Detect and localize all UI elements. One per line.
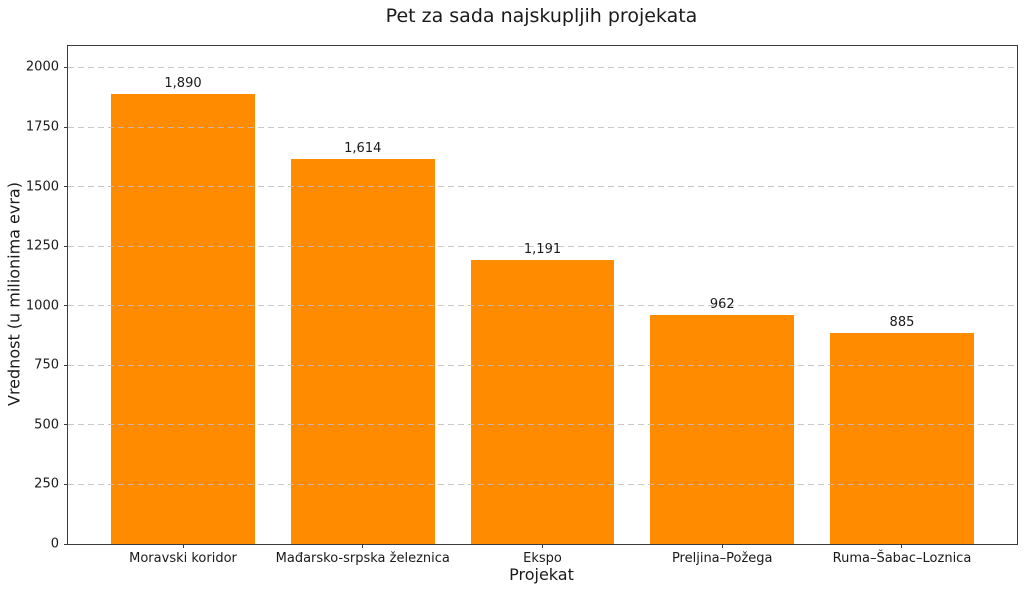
x-tick-mark [901, 544, 903, 548]
y-tick-mark [64, 126, 68, 128]
y-tick-label: 250 [34, 476, 59, 492]
y-tick-mark [64, 483, 68, 485]
y-tick-mark [64, 66, 68, 68]
bars-layer [68, 46, 1017, 544]
y-tick-label: 0 [50, 536, 59, 552]
bar [111, 93, 255, 544]
x-tick-mark [542, 544, 543, 548]
y-tick-mark [64, 424, 68, 426]
x-tick-mark [182, 544, 184, 548]
y-tick-mark [64, 364, 68, 366]
bar-value-label: 1,191 [523, 242, 562, 258]
x-tick-label: Ekspo [523, 551, 562, 566]
y-tick-label: 1250 [25, 238, 59, 254]
y-tick-label: 750 [34, 357, 59, 373]
y-gridline [68, 186, 1017, 188]
y-tick-mark [64, 305, 68, 307]
y-axis-label: Vrednost (u milionima evra) [4, 182, 24, 406]
y-tick-mark [64, 245, 68, 247]
y-gridline [68, 364, 1017, 366]
x-tick-mark [362, 544, 364, 548]
grid-layer [68, 46, 1017, 544]
bar [470, 260, 615, 544]
x-axis-label: Projekat [509, 565, 574, 584]
y-tick-label: 1500 [25, 179, 59, 195]
x-tick-mark [721, 544, 723, 548]
plot-area: 1,890 1,614 1,191 962 885 0 250 500 750 1000 1250… [26, 45, 1018, 566]
x-tick-label: Moravski koridor [129, 551, 237, 566]
y-tick-mark [64, 186, 68, 188]
y-tick-mark [64, 543, 68, 545]
x-tick-label: Preljina–Požega [671, 551, 773, 566]
bar-value-label: 1,890 [164, 75, 202, 91]
bar-value-label: 962 [709, 296, 735, 312]
y-tick-label: 2000 [25, 59, 59, 75]
chart-title: Pet za sada najskupljih projekata [385, 5, 698, 27]
y-gridline [68, 483, 1017, 485]
axis-ticks-layer: 0 250 500 750 1000 1250 1500 1750 2000 Moravski k… [26, 46, 1017, 566]
annotations-layer: 1,890 1,614 1,191 962 885 [68, 46, 1017, 544]
x-tick-label: Ruma–Šabac–Loznica [832, 551, 972, 566]
y-tick-label: 500 [34, 417, 59, 433]
y-gridline [68, 305, 1017, 307]
bar-value-label: 885 [889, 315, 915, 331]
bar [830, 333, 974, 544]
y-tick-label: 1000 [25, 298, 59, 314]
x-tick-label: Mađarsko-srpska železnica [275, 551, 450, 566]
y-gridline [68, 66, 1017, 68]
bar [650, 314, 795, 544]
bar [290, 159, 435, 544]
y-gridline [68, 245, 1017, 247]
y-tick-label: 1750 [25, 119, 59, 135]
y-gridline [68, 126, 1017, 128]
bar-value-label: 1,614 [344, 141, 382, 157]
y-gridline [68, 424, 1017, 426]
